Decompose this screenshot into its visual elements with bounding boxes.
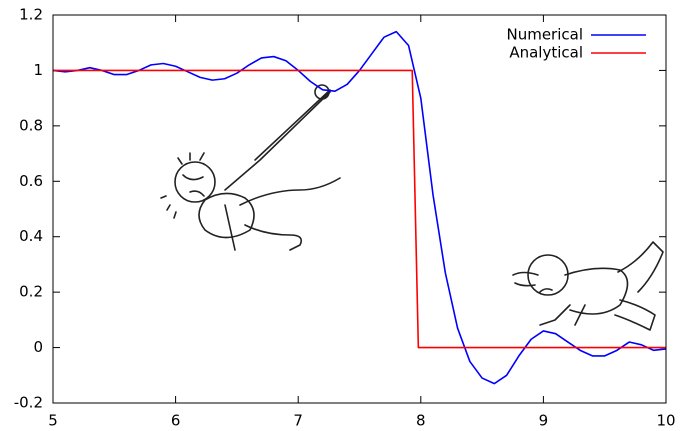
y-tick-label: -0.2: [14, 394, 43, 412]
y-tick-label: 0.8: [19, 116, 43, 134]
y-tick-label: 1: [33, 61, 43, 79]
series-line: [52, 30, 667, 385]
legend-label: Analytical: [509, 44, 583, 62]
y-tick-label: 0: [33, 338, 43, 356]
x-tick-label: 5: [48, 412, 58, 430]
x-tick-label: 7: [293, 412, 303, 430]
series-line: [53, 69, 666, 349]
x-tick-label: 9: [539, 412, 549, 430]
y-tick-label: 0.2: [19, 283, 43, 301]
plot-frame: [52, 14, 667, 404]
y-tick-label: 0.6: [19, 172, 43, 190]
legend-label: Numerical: [506, 26, 583, 44]
cartoon: [160, 84, 664, 331]
x-tick-label: 8: [416, 412, 426, 430]
y-tick-label: 0.4: [19, 227, 43, 245]
y-tick-label: 1.2: [19, 6, 43, 24]
x-tick-label: 10: [656, 412, 675, 430]
x-tick-label: 6: [171, 412, 181, 430]
